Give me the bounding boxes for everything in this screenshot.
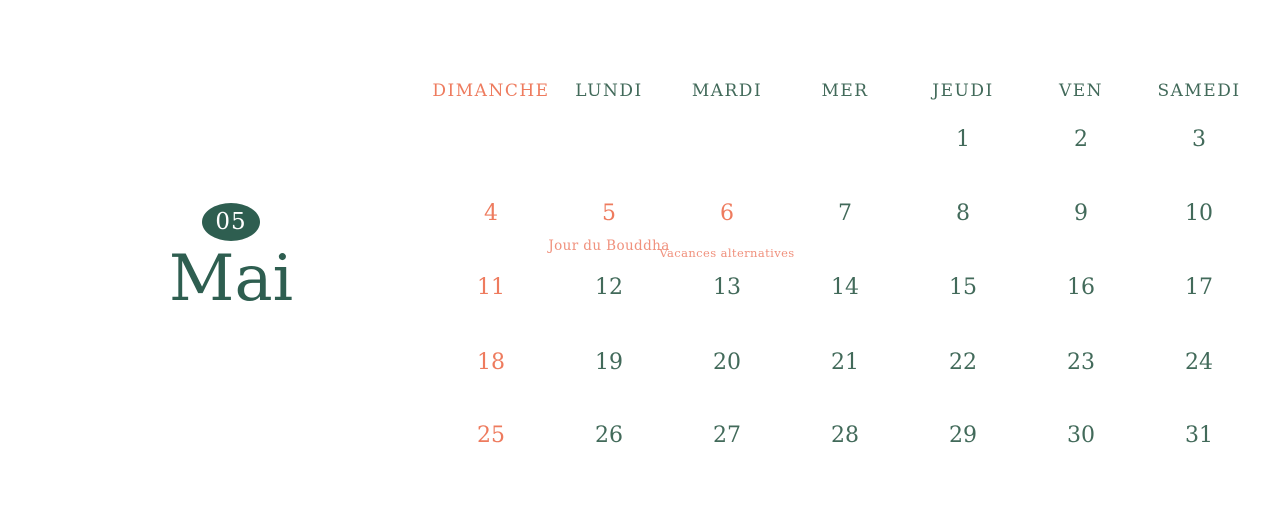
day-number: 15	[949, 275, 977, 300]
day-cell: 25	[432, 421, 550, 451]
day-number: 5	[602, 201, 616, 226]
day-cell: 12	[550, 273, 668, 303]
day-cell	[786, 125, 904, 155]
day-cell	[668, 125, 786, 155]
day-cell: 27	[668, 421, 786, 451]
day-cell: 29	[904, 421, 1022, 451]
day-cell: 20	[668, 348, 786, 378]
week-row: 18 19 20 21 22 23 24	[432, 348, 1258, 378]
month-number-badge: 05	[202, 203, 260, 241]
day-cell: 10	[1140, 199, 1258, 229]
day-number: 19	[595, 350, 623, 375]
day-cell: 21	[786, 348, 904, 378]
day-cell: 6 Vacances alternatives	[659, 199, 794, 260]
day-cell	[432, 125, 550, 155]
day-cell: 4	[432, 199, 550, 229]
day-cell: 13	[668, 273, 786, 303]
weekday-header-samedi: SAMEDI	[1157, 81, 1241, 101]
day-cell: 28	[786, 421, 904, 451]
weekday-header-mardi: MARDI	[691, 81, 763, 101]
day-number: 23	[1067, 350, 1095, 375]
day-number: 31	[1185, 423, 1213, 448]
day-number: 17	[1185, 275, 1213, 300]
day-number: 21	[831, 350, 859, 375]
day-cell: 30	[1022, 421, 1140, 451]
month-name: Mai	[168, 242, 294, 316]
day-cell: 14	[786, 273, 904, 303]
weeks-container: 1 2 3 4 5 Jour du Bouddha 6 Vacances alternativ…	[432, 125, 1258, 451]
day-number: 26	[595, 423, 623, 448]
week-row: 11 12 13 14 15 16 17	[432, 273, 1258, 303]
weekday-header-mer: MER	[821, 81, 869, 101]
day-number: 12	[595, 275, 623, 300]
day-number: 28	[831, 423, 859, 448]
day-number: 8	[956, 201, 970, 226]
day-number: 1	[956, 127, 970, 152]
weekday-header-lundi: LUNDI	[575, 81, 643, 101]
day-cell: 3	[1140, 125, 1258, 155]
day-number: 30	[1067, 423, 1095, 448]
day-number: 20	[713, 350, 741, 375]
month-number: 05	[215, 209, 247, 235]
day-cell: 19	[550, 348, 668, 378]
day-number: 24	[1185, 350, 1213, 375]
day-number: 9	[1074, 201, 1088, 226]
day-number: 16	[1067, 275, 1095, 300]
day-number: 29	[949, 423, 977, 448]
day-number: 6	[720, 201, 734, 226]
weekday-header-row: DIMANCHE LUNDI MARDI MER JEUDI VEN SAMEDI	[432, 76, 1258, 106]
day-cell: 17	[1140, 273, 1258, 303]
day-cell: 7	[786, 199, 904, 229]
day-cell: 23	[1022, 348, 1140, 378]
day-cell: 11	[432, 273, 550, 303]
day-cell: 15	[904, 273, 1022, 303]
month-block: 05 Mai	[131, 203, 331, 313]
weekday-header-ven: VEN	[1058, 81, 1104, 101]
day-number: 11	[477, 275, 505, 300]
event-label: Vacances alternatives	[659, 246, 795, 260]
day-number: 13	[713, 275, 741, 300]
day-cell: 18	[432, 348, 550, 378]
day-cell: 8	[904, 199, 1022, 229]
day-number: 27	[713, 423, 741, 448]
day-cell: 1	[904, 125, 1022, 155]
day-number: 7	[838, 201, 852, 226]
day-cell: 22	[904, 348, 1022, 378]
day-cell: 16	[1022, 273, 1140, 303]
day-cell: 2	[1022, 125, 1140, 155]
day-number: 25	[477, 423, 505, 448]
day-number: 10	[1185, 201, 1213, 226]
day-cell: 31	[1140, 421, 1258, 451]
day-cell: 26	[550, 421, 668, 451]
day-number: 18	[477, 350, 505, 375]
day-cell: 24	[1140, 348, 1258, 378]
day-number: 3	[1192, 127, 1206, 152]
day-number: 2	[1074, 127, 1088, 152]
day-cell	[550, 125, 668, 155]
event-label: Jour du Bouddha	[548, 238, 670, 254]
day-cell: 5 Jour du Bouddha	[548, 199, 669, 254]
week-row: 25 26 27 28 29 30 31	[432, 421, 1258, 451]
day-number: 14	[831, 275, 859, 300]
day-number: 22	[949, 350, 977, 375]
weekday-header-dimanche: DIMANCHE	[432, 81, 550, 101]
weekday-header-jeudi: JEUDI	[932, 81, 994, 101]
day-cell: 9	[1022, 199, 1140, 229]
day-number: 4	[484, 201, 498, 226]
week-row: 1 2 3	[432, 125, 1258, 155]
week-row: 4 5 Jour du Bouddha 6 Vacances alternatives 7…	[432, 199, 1258, 260]
